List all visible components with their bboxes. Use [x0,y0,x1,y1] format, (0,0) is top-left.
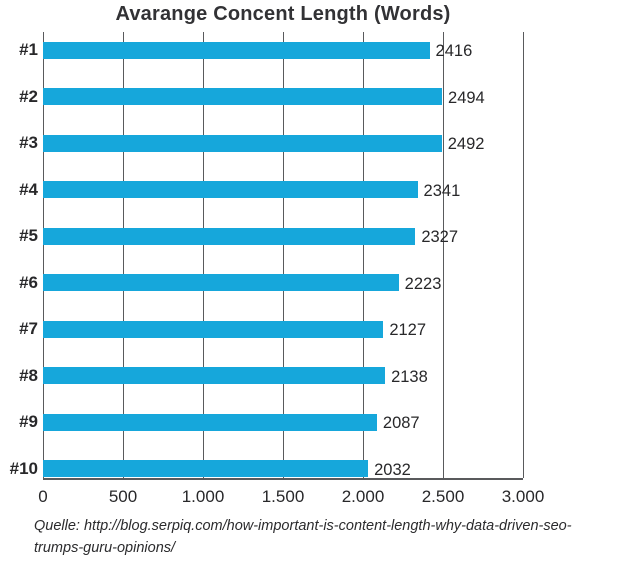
category-label: #6 [19,272,38,292]
x-axis-labels: 0 500 1.000 1.500 2.000 2.500 3.000 [38,487,544,509]
gridline [363,32,364,478]
plot-area: 2416 2494 2492 2341 2327 2223 2127 2138 2087 2032 [43,32,524,480]
bar [43,460,369,477]
gridline [283,32,284,478]
category-label: #3 [19,133,38,152]
x-tick-label: 500 [108,487,138,506]
category-label: #4 [19,179,38,199]
category-label: #10 [9,458,38,478]
bar [43,274,399,291]
category-label: #8 [19,365,38,385]
bar-value-label: 2127 [389,321,427,339]
x-tick-label: 2.000 [341,487,385,506]
x-tick-label: 1.000 [181,487,225,506]
bar-value-label: 2087 [382,414,420,432]
bar-value-label: 2327 [421,228,459,246]
chart-title: Avarange Concent Length (Words) [115,3,451,25]
gridline [443,32,444,478]
bar-value-label: 2032 [374,460,411,479]
bar-value-label: 2138 [391,367,428,386]
bar [43,227,416,245]
x-tick-label: 1.500 [261,487,305,506]
gridline [203,32,204,478]
category-label: #2 [19,86,38,106]
bar [43,134,442,152]
gridline [523,32,524,478]
gridline [43,32,44,478]
category-label: #9 [19,412,38,431]
x-tick-label: 2.500 [421,487,465,506]
bar [43,367,386,384]
bar [43,88,443,105]
bar-value-label: 2492 [447,135,485,153]
bar [43,320,384,338]
category-label: #1 [19,40,38,59]
category-label: #7 [19,319,38,338]
bar [43,181,418,198]
bar [43,41,430,59]
gridline [123,32,124,478]
bar-value-label: 2416 [435,42,473,60]
bar [43,413,377,431]
bar-value-label: 2223 [404,274,442,293]
bar-value-label: 2494 [448,88,485,107]
source-note: Quelle: http://blog.serpiq.com/how-impor… [34,518,572,557]
x-tick-label: 3.000 [501,487,545,506]
x-tick-label: 0 [38,487,48,506]
bar-value-label: 2341 [423,181,461,200]
y-axis-labels: #1 #2 #3 #4 #5 #6 #7 #8 #9 #10 [0,32,38,480]
category-label: #5 [19,226,38,245]
